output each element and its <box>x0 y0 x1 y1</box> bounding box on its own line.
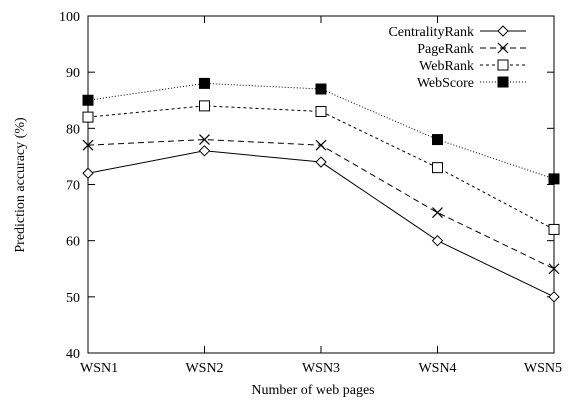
data-point <box>548 223 560 235</box>
y-axis-label: Prediction accuracy (%) <box>13 117 28 253</box>
series-line <box>87 150 555 298</box>
x-tick-label: WSN1 <box>80 361 118 376</box>
x-tick-label: WSN5 <box>524 361 562 376</box>
legend: CentralityRank PageRank WebRank WebScore <box>388 25 526 91</box>
data-point <box>548 173 560 185</box>
data-point <box>315 139 327 151</box>
legend-label: PageRank <box>417 42 474 57</box>
data-point <box>82 167 94 179</box>
data-point <box>82 94 94 106</box>
data-point <box>432 162 443 174</box>
marker-stroke <box>82 139 94 151</box>
y-tick-label: 40 <box>66 347 80 362</box>
data-point <box>432 207 443 219</box>
plot-frame <box>87 15 555 354</box>
legend-item-webrank: WebRank <box>419 59 526 74</box>
data-point <box>548 291 560 303</box>
data-point <box>199 77 210 89</box>
data-point <box>497 42 509 54</box>
data-point <box>315 156 327 168</box>
marker-stroke <box>315 139 327 151</box>
data-point <box>497 59 509 71</box>
axes: 40 50 60 70 80 90 100 WSN1 WSN2 WSN3 WSN4 WSN5 <box>59 10 562 376</box>
y-tick-label: 50 <box>66 291 80 306</box>
data-point <box>315 105 327 117</box>
data-point <box>82 111 94 123</box>
y-tick-label: 90 <box>66 66 80 81</box>
y-tick-label: 60 <box>66 235 80 250</box>
data-point <box>198 145 211 157</box>
series-centralityrank <box>82 145 560 303</box>
y-tick-label: 100 <box>59 10 80 25</box>
legend-item-centralityrank: CentralityRank <box>388 25 526 40</box>
data-point <box>315 83 327 95</box>
marker-stroke <box>497 42 509 54</box>
x-tick-label: WSN2 <box>185 361 223 376</box>
data-point <box>431 234 444 247</box>
data-point <box>199 100 210 112</box>
data-point <box>432 134 443 146</box>
x-tick-label: WSN3 <box>302 361 340 376</box>
legend-label: WebScore <box>417 76 474 91</box>
data-point <box>497 25 509 37</box>
series-line <box>87 105 555 230</box>
series-pagerank <box>82 134 560 275</box>
legend-label: CentralityRank <box>388 25 474 40</box>
data-point <box>548 263 560 275</box>
series-webrank <box>82 100 560 235</box>
data-point <box>199 134 210 145</box>
marker-stroke <box>548 263 560 275</box>
legend-item-pagerank: PageRank <box>417 42 526 57</box>
legend-item-webscore: WebScore <box>417 76 526 91</box>
series-group <box>82 77 560 303</box>
x-tick-label: WSN4 <box>418 361 456 376</box>
marker-stroke <box>432 207 443 219</box>
data-point <box>497 76 509 88</box>
y-tick-label: 80 <box>66 122 80 137</box>
marker-stroke <box>199 134 210 145</box>
y-tick-label: 70 <box>66 179 80 194</box>
data-point <box>82 139 94 151</box>
x-axis-label: Number of web pages <box>251 383 374 398</box>
legend-label: WebRank <box>419 59 474 74</box>
series-webscore <box>82 77 560 185</box>
